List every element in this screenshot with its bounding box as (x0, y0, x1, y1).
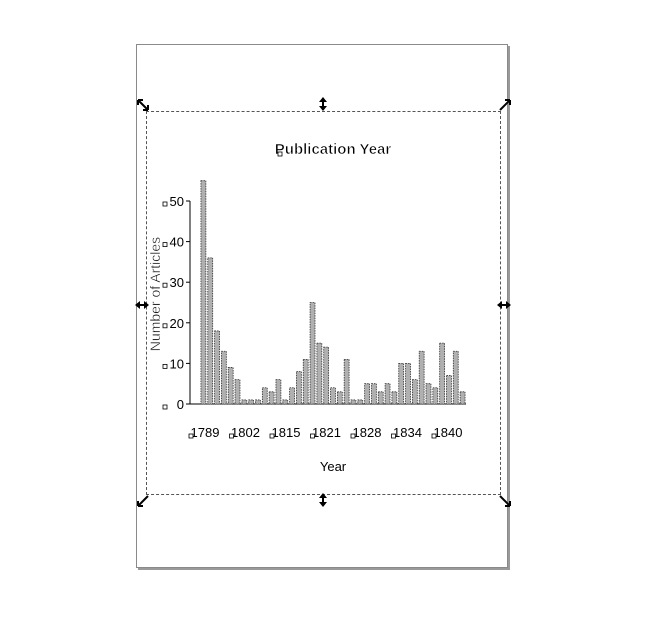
x-tick-selection-marker (310, 433, 315, 439)
resize-handle-bottom[interactable] (318, 493, 327, 507)
y-tick-selection-marker (162, 282, 168, 288)
y-tick-label: 10 (170, 356, 184, 371)
y-tick-label: 30 (170, 275, 184, 290)
x-ticks: 1789 1802 1815 1821 1828 1834 1840 (188, 425, 463, 440)
diagonal-arrow-icon (499, 99, 511, 111)
bar[interactable] (200, 180, 207, 405)
y-tick-selection-marker (162, 323, 168, 329)
bar[interactable] (282, 399, 289, 405)
resize-handle-bottom-right[interactable] (499, 494, 511, 507)
horizontal-arrow-icon (497, 301, 511, 309)
bar[interactable] (357, 399, 364, 405)
bar[interactable] (268, 391, 275, 405)
bar[interactable] (364, 383, 370, 405)
y-tick-label: 0 (177, 397, 184, 412)
chart-title[interactable]: Publication Year (274, 141, 392, 159)
x-axis-label[interactable]: Year (320, 459, 347, 474)
bar[interactable] (371, 383, 377, 405)
bar[interactable] (418, 350, 425, 405)
y-tick-selection-marker (162, 363, 168, 369)
bar[interactable] (316, 342, 323, 405)
bar[interactable] (302, 358, 309, 405)
y-tick-label: 20 (170, 316, 184, 331)
bar[interactable] (275, 379, 282, 405)
bars (200, 180, 466, 405)
resize-handle-top[interactable] (318, 97, 327, 111)
y-tick-selection-marker (162, 404, 168, 410)
resize-handle-bottom-left[interactable] (137, 494, 149, 507)
x-tick-selection-marker (350, 433, 356, 439)
x-tick-selection-marker (391, 433, 396, 439)
y-axis-label[interactable]: Number of Articles (147, 237, 163, 352)
bar[interactable] (452, 350, 459, 405)
bar[interactable] (398, 362, 405, 405)
bar[interactable] (289, 387, 295, 405)
bar[interactable] (227, 367, 234, 405)
x-tick-selection-marker (188, 433, 194, 439)
resize-handle-top-left[interactable] (137, 98, 149, 111)
bar[interactable] (350, 399, 357, 405)
bar[interactable] (336, 391, 343, 405)
vertical-arrow-icon (319, 97, 327, 111)
bar[interactable] (207, 257, 214, 405)
diagonal-arrow-icon (137, 99, 149, 111)
bar[interactable] (241, 399, 248, 405)
y-tick-selection-marker (162, 242, 168, 248)
bar[interactable] (221, 350, 227, 405)
bar[interactable] (377, 391, 384, 405)
y-tick-label: 50 (170, 194, 184, 209)
x-tick-label: 1815 (272, 425, 301, 440)
diagonal-arrow-icon (137, 495, 149, 507)
x-tick-label: 1802 (231, 425, 260, 440)
bar[interactable] (296, 371, 302, 405)
bar[interactable] (330, 387, 336, 405)
x-tick-label: 1840 (434, 425, 463, 440)
x-tick-label: 1789 (191, 425, 220, 440)
x-tick-label: 1834 (393, 425, 422, 440)
bar[interactable] (384, 383, 391, 405)
x-tick-selection-marker (431, 433, 437, 439)
y-ticks: 0 10 20 30 40 50 (162, 194, 190, 412)
horizontal-arrow-icon (135, 301, 149, 309)
x-tick-label: 1828 (353, 425, 382, 440)
resize-handle-left[interactable] (135, 297, 149, 309)
bar[interactable] (343, 358, 350, 405)
title-selection-marker (277, 151, 283, 157)
bar[interactable] (446, 375, 452, 405)
bar[interactable] (432, 387, 439, 405)
x-tick-label: 1821 (312, 425, 341, 440)
bar[interactable] (405, 362, 411, 405)
bar[interactable] (323, 346, 330, 405)
bar[interactable] (248, 399, 255, 405)
vertical-arrow-icon (319, 493, 327, 507)
diagonal-arrow-icon (499, 495, 511, 507)
document-page (136, 44, 508, 568)
bar[interactable] (309, 302, 316, 405)
resize-handle-right[interactable] (497, 297, 511, 309)
bar[interactable] (459, 391, 466, 405)
bar[interactable] (255, 399, 261, 405)
y-tick-selection-marker (162, 201, 168, 207)
bar[interactable] (425, 383, 432, 405)
bar[interactable] (391, 391, 398, 405)
y-tick-label: 40 (170, 235, 184, 250)
x-tick-selection-marker (269, 433, 275, 439)
resize-handle-top-right[interactable] (499, 98, 511, 111)
bar[interactable] (234, 379, 241, 405)
bar[interactable] (439, 342, 445, 405)
x-tick-selection-marker (229, 433, 234, 439)
bar[interactable] (261, 387, 268, 405)
bar[interactable] (214, 330, 220, 405)
bar[interactable] (411, 379, 418, 405)
